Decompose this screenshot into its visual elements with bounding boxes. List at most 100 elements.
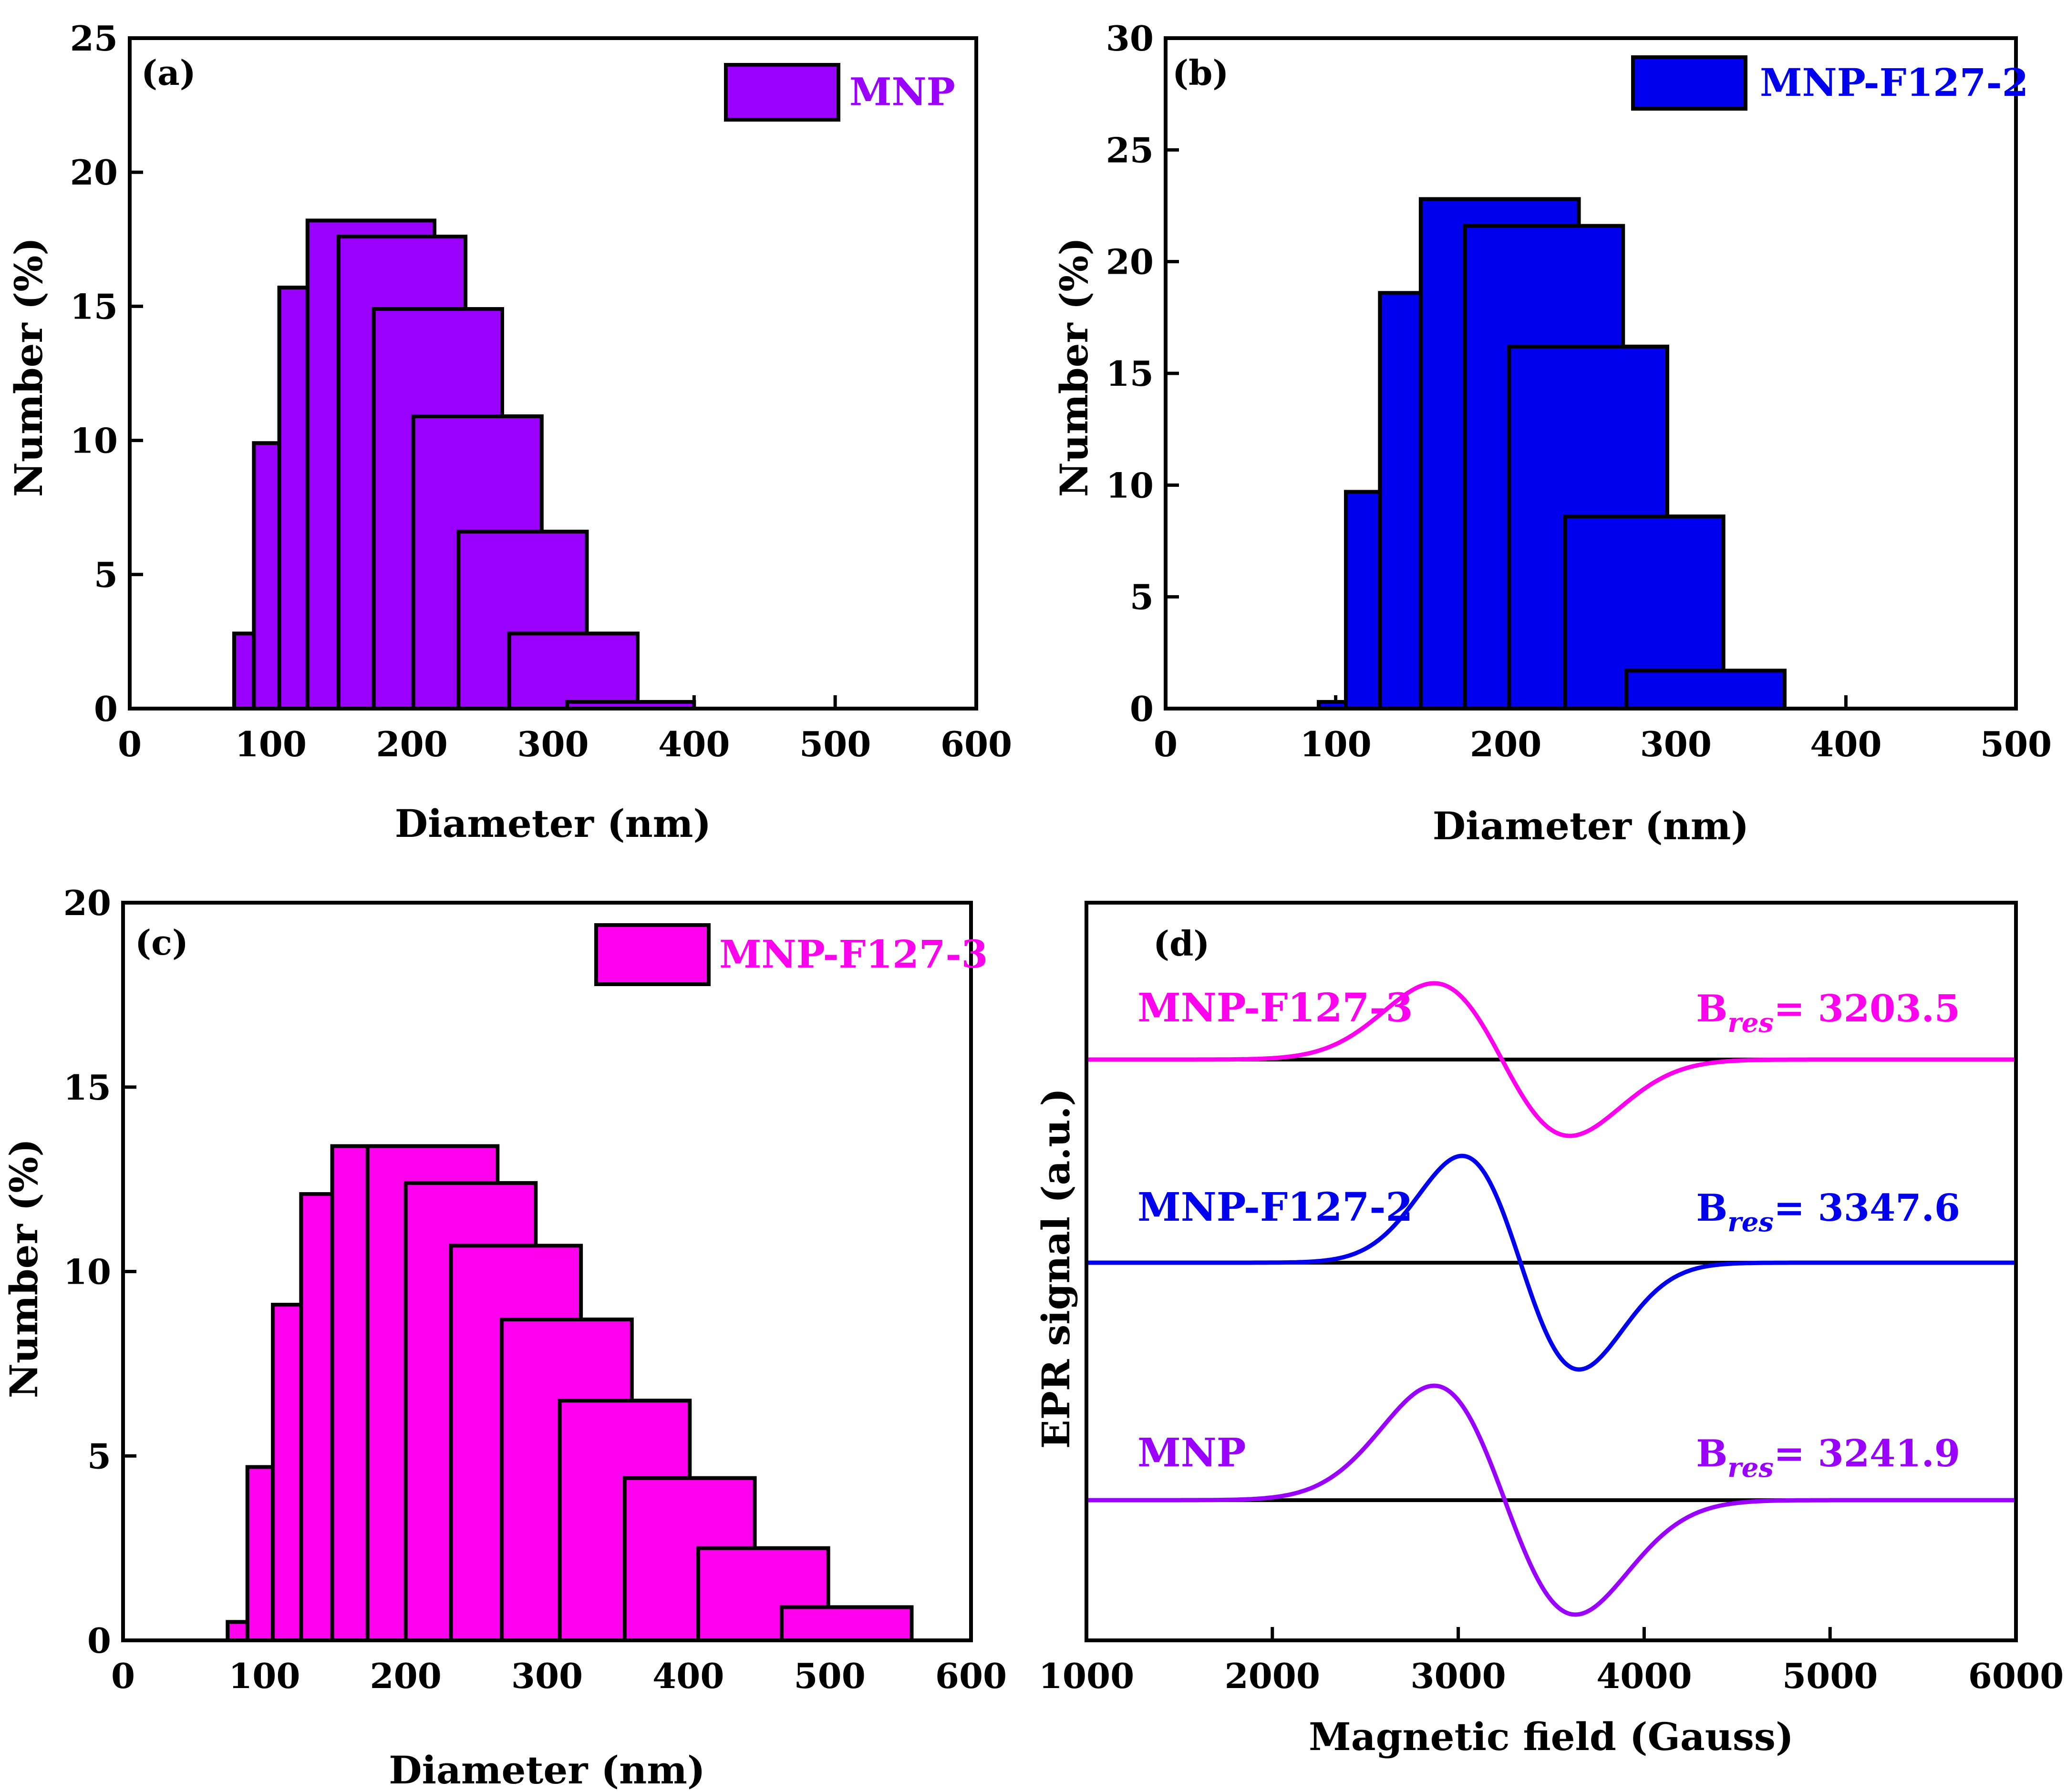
bres-annotation: Bres= 3241.9: [1696, 1432, 1960, 1483]
x-tick-label: 400: [1810, 724, 1881, 764]
x-tick-label: 100: [1300, 724, 1371, 764]
y-tick-label: 0: [94, 689, 118, 729]
x-tick-label: 600: [940, 724, 1012, 764]
histogram-bar: [232, 631, 256, 711]
x-tick-label: 500: [794, 1656, 866, 1696]
x-tick-label: 3000: [1410, 1656, 1506, 1696]
panel-label: (a): [141, 52, 196, 93]
y-tick-label: 30: [1106, 18, 1154, 59]
legend-label: MNP-F127-3: [719, 932, 988, 977]
y-tick-label: 0: [1130, 689, 1154, 729]
x-axis-label: Diameter (nm): [395, 801, 712, 846]
y-tick-label: 5: [94, 555, 118, 595]
epr-series-line: [1086, 1383, 2016, 1617]
y-tick-label: 20: [63, 883, 111, 923]
bars-group: [226, 1144, 914, 1643]
x-tick-label: 600: [935, 1656, 1007, 1696]
series-label: MNP: [1137, 1430, 1246, 1476]
bres-annotation: Bres= 3203.5: [1696, 987, 1960, 1039]
legend-swatch: [594, 923, 711, 986]
x-tick-label: 0: [111, 1656, 135, 1696]
x-tick-label: 200: [1470, 724, 1541, 764]
x-tick-label: 500: [799, 724, 871, 764]
y-tick-label: 5: [87, 1436, 111, 1476]
legend-label: MNP: [849, 70, 955, 114]
y-tick-label: 15: [63, 1067, 111, 1108]
bres-symbol: B: [1696, 1432, 1727, 1475]
x-tick-label: 0: [1154, 724, 1178, 764]
x-tick-label: 4000: [1596, 1656, 1692, 1696]
bars-group: [232, 218, 696, 711]
epr-series-line: [1086, 1153, 2016, 1372]
x-tick-label: 100: [235, 724, 307, 764]
x-tick-label: 5000: [1782, 1656, 1878, 1696]
legend-swatch: [724, 63, 840, 122]
panel-label: (c): [135, 922, 188, 963]
y-tick-label: 10: [70, 421, 118, 461]
panel-label: (b): [1172, 52, 1229, 93]
x-tick-label: 500: [1980, 724, 2052, 764]
plot-frame-4: [1085, 901, 2018, 1642]
histogram-bar: [1624, 669, 1787, 711]
y-tick-label: 15: [1106, 353, 1154, 394]
histogram-bar: [277, 286, 310, 711]
y-tick-label: 10: [1106, 465, 1154, 505]
x-tick-label: 100: [228, 1656, 300, 1696]
bres-value: = 3241.9: [1774, 1432, 1960, 1475]
x-tick-label: 6000: [1968, 1656, 2064, 1696]
histogram-bar: [245, 1465, 275, 1643]
histogram-bar: [1344, 490, 1382, 711]
panel-label: (d): [1153, 923, 1209, 964]
x-tick-label: 200: [370, 1656, 442, 1696]
x-tick-label: 0: [118, 724, 142, 764]
x-tick-label: 400: [658, 724, 730, 764]
histogram-bar: [507, 631, 640, 711]
y-axis-label: Number (%): [1052, 237, 1096, 497]
bres-subscript: res: [1727, 1007, 1774, 1039]
x-axis-label: Magnetic field (Gauss): [1309, 1714, 1794, 1759]
y-tick-label: 25: [70, 18, 118, 59]
x-tick-label: 300: [1640, 724, 1712, 764]
bres-symbol: B: [1696, 987, 1727, 1030]
y-axis-label: Number (%): [6, 237, 51, 497]
x-tick-label: 300: [517, 724, 589, 764]
series-label: MNP-F127-3: [1137, 985, 1413, 1031]
bres-value: = 3203.5: [1774, 987, 1960, 1030]
x-axis-label: Diameter (nm): [1433, 803, 1749, 848]
bars-group: [1316, 197, 1787, 711]
histogram-bar: [226, 1620, 249, 1642]
histogram-bar: [779, 1605, 914, 1643]
bres-subscript: res: [1727, 1206, 1774, 1238]
series-label: MNP-F127-2: [1137, 1184, 1413, 1230]
y-tick-label: 15: [70, 286, 118, 327]
x-tick-label: 1000: [1039, 1656, 1134, 1696]
plot-frame-2: [1164, 36, 2018, 711]
bres-symbol: B: [1696, 1186, 1727, 1230]
y-axis-label: EPR signal (a.u.): [1034, 1088, 1078, 1449]
bres-value: = 3347.6: [1774, 1186, 1960, 1230]
y-tick-label: 5: [1130, 577, 1154, 618]
histogram-bar: [299, 1192, 334, 1642]
epr-series-line: [1086, 981, 2016, 1138]
x-tick-label: 2000: [1225, 1656, 1320, 1696]
bres-annotation: Bres= 3347.6: [1696, 1186, 1960, 1238]
histogram-bar: [1378, 291, 1423, 711]
bres-subscript: res: [1727, 1452, 1774, 1483]
x-tick-label: 200: [376, 724, 448, 764]
y-axis-label: Number (%): [1, 1139, 46, 1399]
x-tick-label: 300: [511, 1656, 583, 1696]
y-tick-label: 20: [70, 152, 118, 193]
plot-frame-1: [128, 36, 978, 711]
y-tick-label: 10: [63, 1252, 111, 1292]
legend-swatch: [1631, 55, 1747, 111]
histogram-bar: [252, 441, 281, 711]
legend-label: MNP-F127-2: [1760, 60, 2028, 105]
y-tick-label: 20: [1106, 242, 1154, 282]
histogram-bar: [271, 1303, 303, 1642]
y-tick-label: 0: [87, 1620, 111, 1661]
x-tick-label: 400: [652, 1656, 724, 1696]
y-tick-label: 25: [1106, 130, 1154, 170]
x-axis-label: Diameter (nm): [389, 1748, 705, 1792]
plot-frame-3: [121, 901, 973, 1642]
